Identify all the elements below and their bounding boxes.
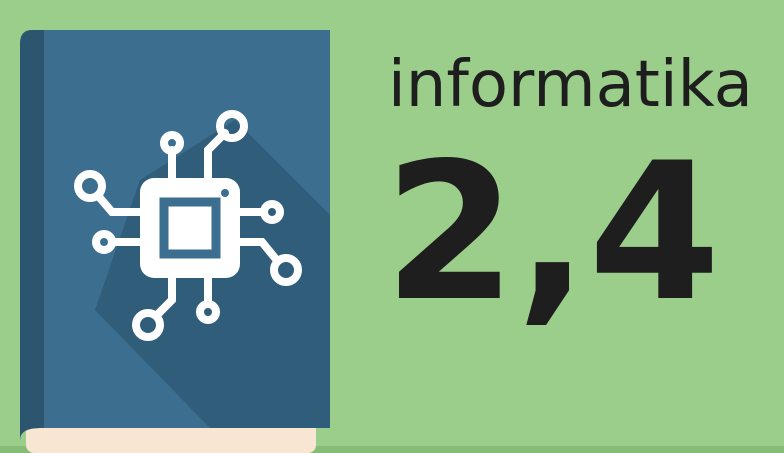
grade-value: 2,4 <box>384 122 721 343</box>
book-spine <box>20 30 44 440</box>
subject-label: informatika <box>388 48 753 122</box>
infographic: informatika 2,4 <box>0 0 784 453</box>
